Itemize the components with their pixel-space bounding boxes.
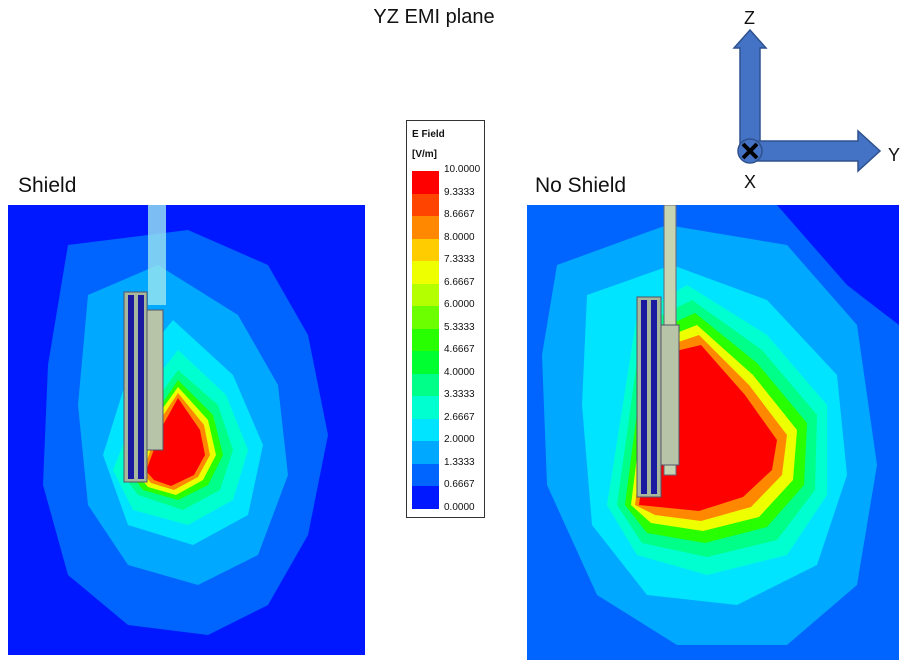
no-shield-contour-svg bbox=[527, 205, 899, 660]
legend-title: E Field bbox=[412, 129, 445, 140]
shield-cable bbox=[148, 205, 166, 305]
legend-swatch bbox=[412, 486, 439, 510]
legend-tick-label: 8.0000 bbox=[444, 231, 475, 243]
legend-tick-label: 6.0000 bbox=[444, 299, 475, 311]
y-axis-label: Y bbox=[888, 145, 901, 165]
no-shield-pin-column bbox=[651, 300, 657, 494]
legend-units: [V/m] bbox=[412, 149, 437, 160]
z-axis-label: Z bbox=[744, 8, 755, 28]
legend-swatch bbox=[412, 238, 439, 262]
legend-tick-label: 0.6667 bbox=[444, 479, 475, 491]
legend-swatch bbox=[412, 373, 439, 397]
x-axis-cross-icon bbox=[741, 142, 759, 160]
x-axis-label: X bbox=[744, 172, 757, 192]
legend-tick-label: 0.0000 bbox=[444, 502, 475, 513]
legend-swatch bbox=[412, 216, 439, 240]
legend-tick-label: 2.6667 bbox=[444, 411, 475, 423]
legend-tick-label: 2.0000 bbox=[444, 434, 475, 446]
legend-swatch bbox=[412, 351, 439, 375]
shield-panel-label: Shield bbox=[18, 174, 77, 197]
legend-tick-label: 9.3333 bbox=[444, 186, 475, 198]
legend-swatch bbox=[412, 193, 439, 217]
no-shield-panel-label: No Shield bbox=[535, 174, 627, 197]
shield-housing bbox=[146, 309, 164, 451]
legend-swatch bbox=[412, 171, 439, 194]
shield-pin-column bbox=[128, 295, 134, 479]
no-shield-housing bbox=[660, 324, 680, 466]
shield-contour-svg bbox=[8, 205, 365, 655]
no-shield-field-plot bbox=[527, 205, 899, 660]
legend-swatch bbox=[412, 328, 439, 352]
z-axis-arrow bbox=[732, 28, 768, 154]
figure-title: YZ EMI plane bbox=[373, 6, 495, 28]
no-shield-contour-level bbox=[777, 205, 899, 325]
legend-swatch bbox=[412, 418, 439, 442]
legend-tick-label: 7.3333 bbox=[444, 254, 475, 266]
legend-swatch bbox=[412, 441, 439, 465]
legend-tick-label: 3.3333 bbox=[444, 389, 475, 401]
shield-field-plot bbox=[8, 205, 365, 655]
legend-tick-label: 4.6667 bbox=[444, 344, 475, 356]
no-shield-pin-column bbox=[641, 300, 647, 494]
legend-swatch bbox=[412, 463, 439, 487]
legend-swatch bbox=[412, 306, 439, 330]
shield-contour-level bbox=[146, 398, 205, 486]
shield-pin-column bbox=[138, 295, 144, 479]
legend-color-bar bbox=[412, 171, 439, 510]
no-shield-connector-body bbox=[636, 296, 662, 498]
legend-tick-label: 4.0000 bbox=[444, 366, 475, 378]
legend-swatch bbox=[412, 396, 439, 420]
e-field-legend: E Field [V/m] 10.0000 9.3333 8.6667 8.0000 7… bbox=[406, 120, 485, 518]
legend-swatch bbox=[412, 261, 439, 285]
legend-tick-label: 10.0000 bbox=[444, 164, 481, 175]
legend-tick-label: 1.3333 bbox=[444, 456, 475, 468]
legend-tick-label: 8.6667 bbox=[444, 209, 475, 221]
legend-tick-label: 5.3333 bbox=[444, 321, 475, 333]
legend-tick-label: 6.6667 bbox=[444, 276, 475, 288]
y-axis-arrow bbox=[749, 129, 882, 173]
legend-swatch bbox=[412, 283, 439, 307]
axis-indicator bbox=[732, 28, 882, 173]
